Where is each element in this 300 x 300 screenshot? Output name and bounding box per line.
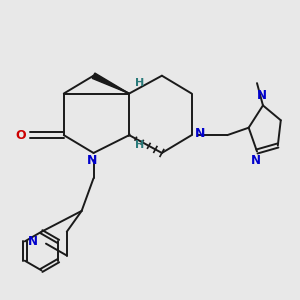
Polygon shape: [92, 73, 129, 94]
Text: O: O: [15, 129, 26, 142]
Text: H: H: [134, 78, 144, 88]
Text: N: N: [195, 127, 206, 140]
Text: N: N: [256, 89, 266, 102]
Text: N: N: [87, 154, 97, 167]
Text: N: N: [250, 154, 260, 167]
Text: H: H: [134, 140, 144, 151]
Text: N: N: [28, 235, 38, 248]
